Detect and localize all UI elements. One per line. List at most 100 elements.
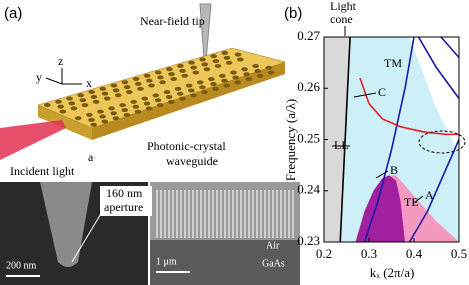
hole <box>166 67 173 72</box>
hole <box>196 80 204 85</box>
pointer <box>71 211 103 263</box>
hole <box>90 122 97 127</box>
arrow <box>375 170 389 179</box>
panel-b: (b) Frequency (a/λ) kₓ (2π/a) 0.23 0.24 0.… <box>283 0 467 280</box>
hole <box>88 89 96 94</box>
hole <box>97 109 104 114</box>
label: x <box>86 76 92 90</box>
hole <box>168 72 175 77</box>
hole <box>145 106 153 111</box>
hole <box>254 68 262 73</box>
hole <box>57 104 64 109</box>
label: 160 nm <box>106 186 143 200</box>
hole <box>74 116 82 121</box>
hole <box>179 96 186 101</box>
beam <box>0 120 66 160</box>
hole <box>236 57 244 62</box>
hole <box>110 83 118 88</box>
hole <box>187 88 195 93</box>
hole <box>81 103 89 108</box>
hole <box>130 99 137 104</box>
y-tick-label: 0.23 <box>297 233 320 248</box>
hole <box>221 50 229 55</box>
holes <box>44 50 275 127</box>
hole <box>157 75 164 80</box>
hole <box>179 68 186 73</box>
hole <box>66 96 73 101</box>
hole <box>230 70 237 75</box>
axes-icon <box>45 68 82 85</box>
annotation: B <box>390 163 398 177</box>
hole <box>110 111 117 116</box>
y-tick-label: 0.25 <box>297 130 320 145</box>
annotation: LL <box>334 138 349 152</box>
annotation: A <box>425 188 434 202</box>
hole <box>190 65 197 70</box>
x-tick-label: 0.3 <box>361 246 377 261</box>
hole <box>114 93 122 98</box>
panel-a: (a) Near-field tip Incident light z y x … <box>0 3 300 285</box>
hole <box>243 72 251 77</box>
hole <box>141 96 149 101</box>
hole <box>86 112 93 117</box>
label: 1 μm <box>156 256 177 267</box>
hole <box>225 60 233 65</box>
hole <box>79 98 87 103</box>
band-line <box>339 36 351 243</box>
x-tick-label: 0.2 <box>316 246 332 261</box>
hole <box>108 106 115 111</box>
hole <box>99 114 106 119</box>
x-tick-label: 0.5 <box>451 246 467 261</box>
band-region <box>355 175 405 242</box>
hole <box>134 109 142 114</box>
y-tick-label: 0.27 <box>297 28 320 43</box>
sem-holes <box>155 190 295 238</box>
hole <box>99 86 107 91</box>
label: Air <box>266 240 280 251</box>
hole <box>119 103 126 108</box>
band-line <box>363 36 415 243</box>
hole <box>112 88 120 93</box>
label: Photonic-crystal <box>147 139 226 153</box>
label-bg <box>100 186 152 216</box>
hole <box>77 93 84 98</box>
hole <box>59 109 67 114</box>
hole <box>156 103 164 108</box>
hole <box>210 81 217 86</box>
hole <box>199 85 206 90</box>
hole <box>188 60 195 65</box>
hole <box>154 70 162 75</box>
hole <box>241 67 248 72</box>
hole <box>90 94 98 99</box>
annotation: C <box>378 85 386 99</box>
hole <box>256 73 264 78</box>
hole <box>68 101 76 106</box>
hole <box>143 73 151 78</box>
hole <box>245 77 253 82</box>
hole <box>221 78 228 83</box>
hole <box>234 52 242 57</box>
x-axis-label: kₓ (2π/a) <box>370 265 415 280</box>
hole <box>201 90 208 95</box>
panel-label: (b) <box>284 5 302 22</box>
hole <box>88 117 95 122</box>
hole <box>203 67 211 72</box>
hole <box>132 104 140 109</box>
hole <box>121 80 129 85</box>
hole <box>190 93 197 98</box>
annotation: TE <box>404 195 419 209</box>
hole <box>132 76 140 81</box>
hole <box>101 91 109 96</box>
band-line <box>359 77 459 136</box>
hole <box>265 65 273 70</box>
hole <box>92 99 100 104</box>
annotation: cone <box>330 12 353 26</box>
hole <box>167 99 175 104</box>
hole <box>44 103 51 108</box>
hole <box>134 81 142 86</box>
tip <box>199 3 212 73</box>
hole <box>70 106 78 111</box>
band-line <box>408 139 460 243</box>
arrow <box>413 195 424 204</box>
